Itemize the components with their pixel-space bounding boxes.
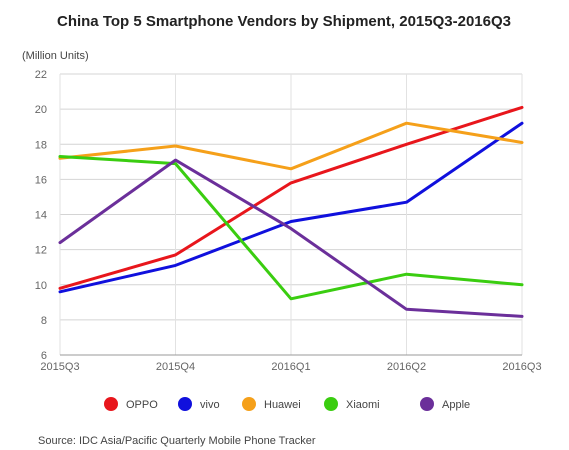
y-tick-label: 14: [35, 210, 47, 222]
legend-label-oppo: OPPO: [126, 399, 158, 411]
legend-marker-xiaomi: [324, 397, 338, 411]
source-note: Source: IDC Asia/Pacific Quarterly Mobil…: [38, 435, 316, 447]
legend-marker-oppo: [104, 397, 118, 411]
series-line-vivo: [58, 121, 524, 294]
x-tick-label: 2016Q3: [502, 361, 541, 373]
x-tick-label: 2016Q1: [271, 361, 310, 373]
x-tick-label: 2015Q4: [156, 361, 195, 373]
series-lines: [58, 105, 524, 318]
y-tick-label: 18: [35, 139, 47, 151]
y-tick-label: 16: [35, 174, 47, 186]
y-tick-label: 6: [41, 350, 47, 362]
series-line-xiaomi: [58, 155, 524, 301]
x-tick-label: 2016Q2: [387, 361, 426, 373]
chart-title: China Top 5 Smartphone Vendors by Shipme…: [57, 13, 511, 30]
legend-marker-apple: [420, 397, 434, 411]
y-tick-label: 8: [41, 315, 47, 327]
legend: OPPO vivo Huawei Xiaomi Apple: [104, 397, 470, 411]
legend-label-vivo: vivo: [200, 399, 220, 411]
y-axis-ticks: 6 8 10 12 14 16 18 20 22: [35, 69, 47, 362]
y-tick-label: 20: [35, 104, 47, 116]
y-tick-label: 22: [35, 69, 47, 81]
legend-label-huawei: Huawei: [264, 399, 301, 411]
y-tick-label: 12: [35, 245, 47, 257]
y-axis-unit-label: (Million Units): [22, 50, 89, 62]
x-axis-ticks: 2015Q3 2015Q4 2016Q1 2016Q2 2016Q3: [40, 361, 541, 373]
series-line-oppo: [58, 105, 524, 290]
legend-marker-huawei: [242, 397, 256, 411]
legend-label-xiaomi: Xiaomi: [346, 399, 380, 411]
x-tick-label: 2015Q3: [40, 361, 79, 373]
y-tick-label: 10: [35, 280, 47, 292]
series-line-apple: [58, 158, 524, 318]
series-line-huawei: [58, 121, 524, 171]
legend-marker-vivo: [178, 397, 192, 411]
legend-label-apple: Apple: [442, 399, 470, 411]
